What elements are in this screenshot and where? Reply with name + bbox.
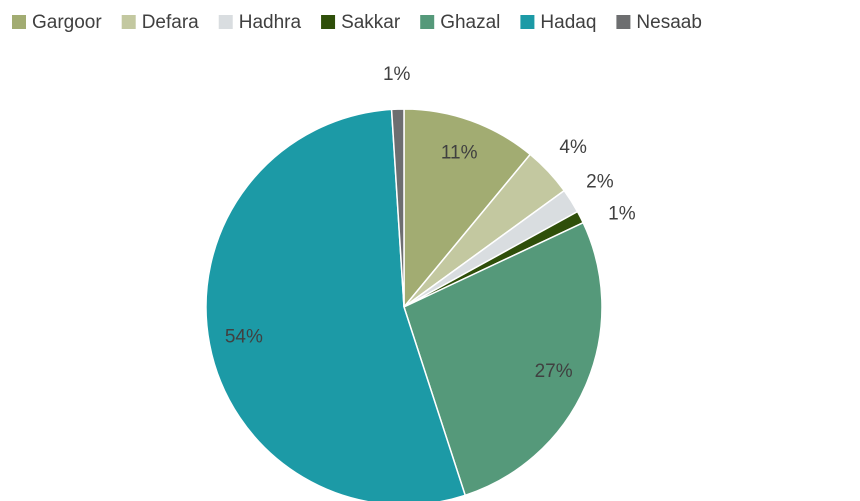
legend-swatch: [218, 15, 233, 29]
data-label: 2%: [586, 172, 614, 193]
legend-label: Hadaq: [540, 12, 596, 33]
legend-swatch: [616, 15, 631, 29]
pie-slice: [390, 108, 405, 308]
legend-label: Nesaab: [636, 12, 702, 33]
legend-swatch: [121, 15, 136, 29]
pie-slice: [403, 108, 532, 310]
pie-slice: [403, 221, 603, 497]
legend-swatch: [321, 15, 336, 29]
legend-label: Defara: [142, 12, 199, 33]
legend-label: Hadhra: [239, 12, 302, 33]
legend-label: Ghazal: [440, 12, 500, 33]
data-label: 54%: [225, 327, 263, 348]
legend-swatch: [520, 15, 535, 29]
legend-swatch: [420, 15, 435, 29]
pie-slice: [205, 108, 467, 501]
legend-swatch: [12, 15, 26, 29]
data-label: 27%: [535, 361, 573, 382]
data-label: 1%: [608, 204, 636, 225]
legend-label: Gargoor: [32, 12, 102, 33]
data-label: 1%: [383, 64, 411, 85]
data-label: 11%: [441, 143, 478, 164]
legend-label: Sakkar: [341, 12, 401, 33]
data-label: 4%: [559, 137, 587, 158]
